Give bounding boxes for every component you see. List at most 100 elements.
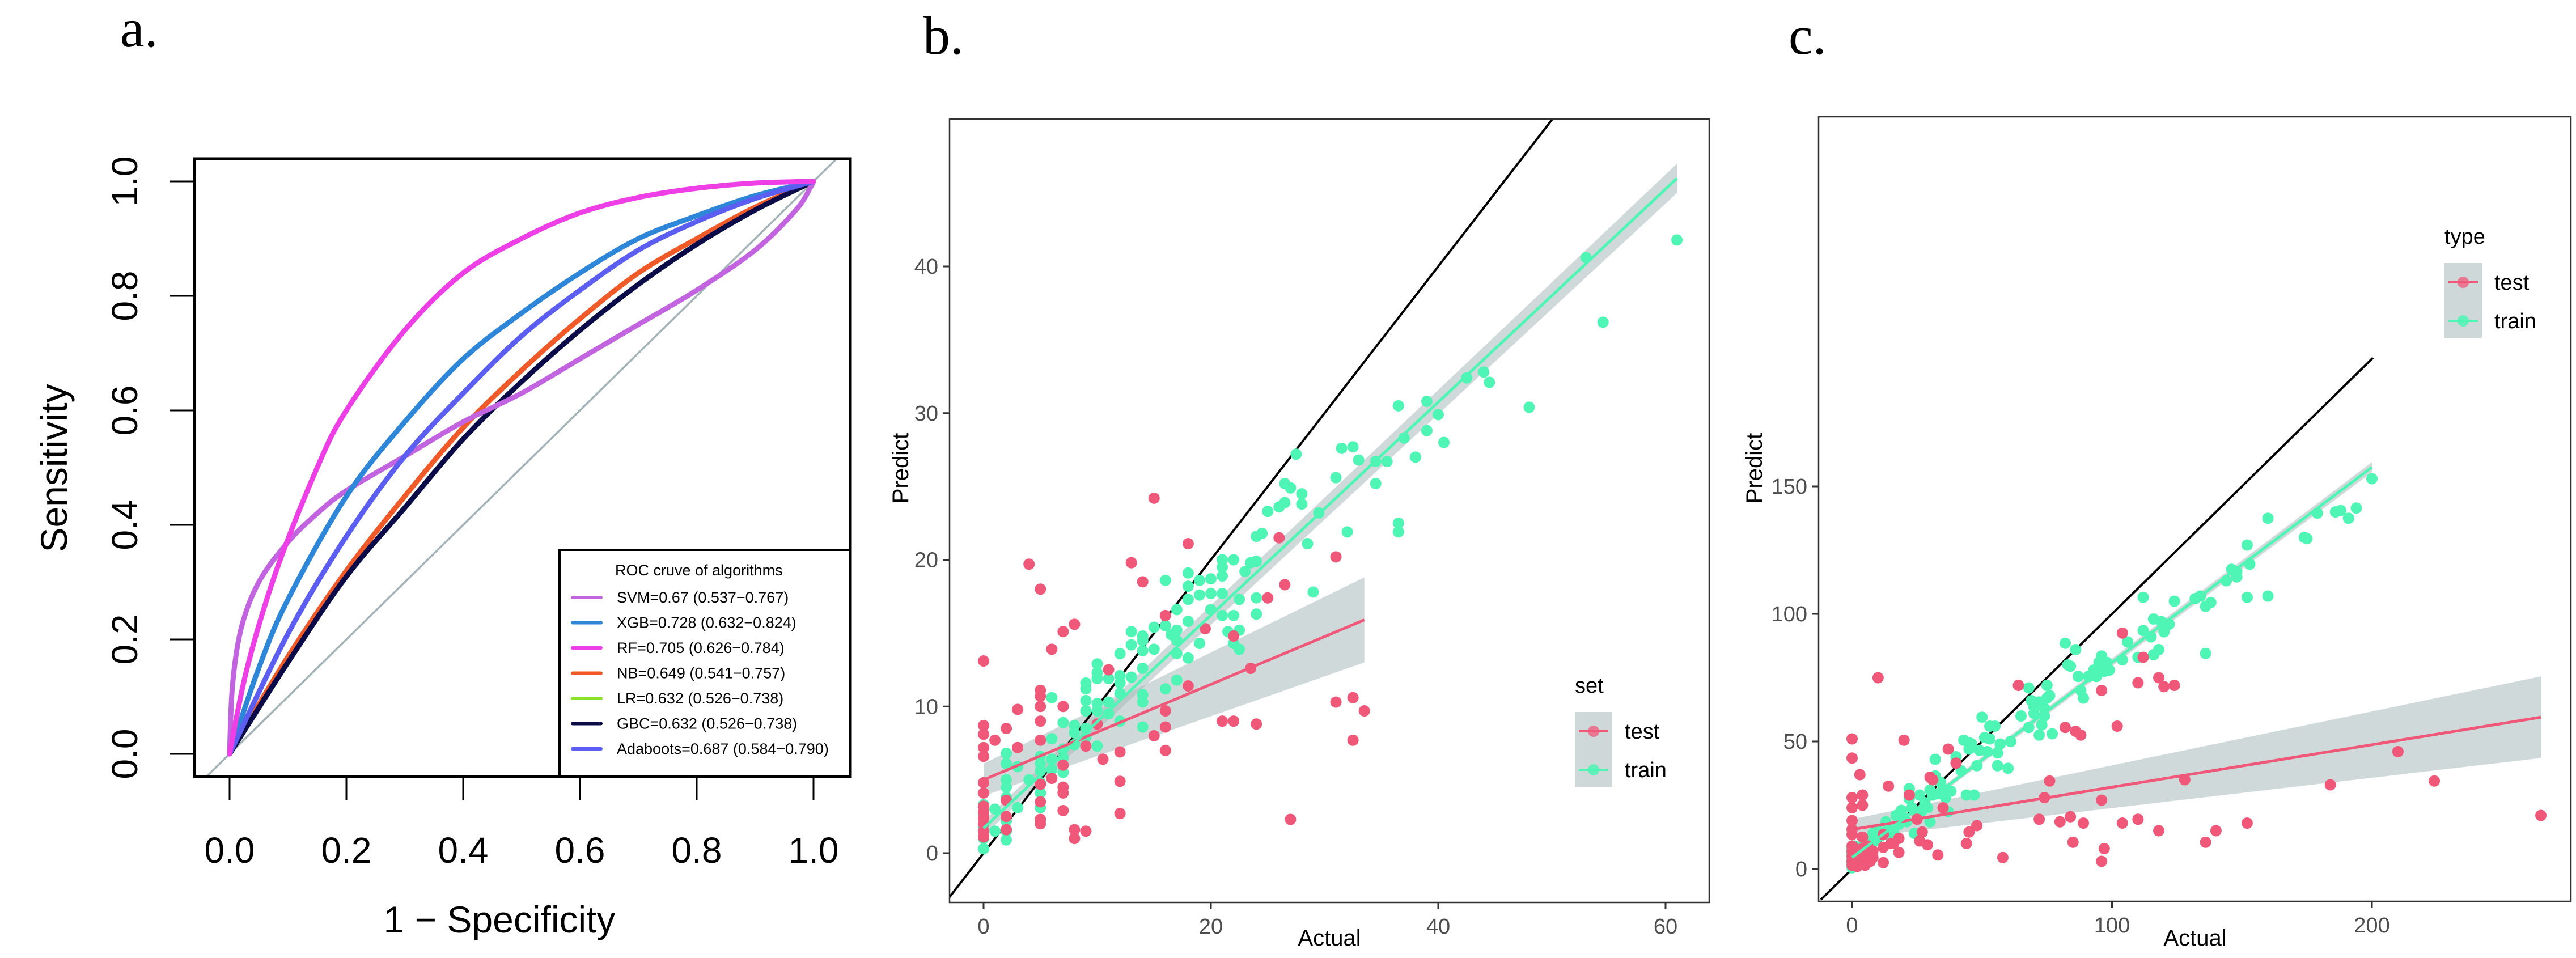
b-point-test xyxy=(1012,703,1024,715)
c-point-test xyxy=(2096,794,2108,806)
c-point-train xyxy=(2153,644,2165,655)
b-point-test xyxy=(1273,532,1285,544)
panel-label-a: a. xyxy=(120,0,158,58)
c-point-test xyxy=(2065,811,2077,823)
roc-y-tick-label: 0.0 xyxy=(104,729,145,779)
b-point-train xyxy=(1523,401,1535,413)
roc-y-axis-title: Sensitivity xyxy=(33,384,75,552)
c-point-train xyxy=(2241,591,2253,603)
b-point-train xyxy=(1103,673,1115,685)
b-legend-label-train: train xyxy=(1625,758,1667,782)
c-y-tick-label: 0 xyxy=(1795,858,1807,881)
c-point-test xyxy=(1846,733,1858,745)
b-point-train xyxy=(1597,316,1609,328)
roc-x-tick-label: 0.0 xyxy=(205,830,255,871)
b-point-test xyxy=(1097,753,1109,765)
c-point-test xyxy=(2111,720,2123,732)
b-point-train xyxy=(1159,620,1171,631)
c-point-train xyxy=(2015,710,2027,722)
b-point-train xyxy=(1159,683,1171,695)
c-ci-ribbon-test xyxy=(1852,676,2541,838)
b-point-train xyxy=(1409,451,1421,463)
b-point-train xyxy=(1171,604,1183,616)
b-point-train xyxy=(1114,677,1126,689)
b-point-train xyxy=(1421,396,1433,408)
c-point-test xyxy=(1883,780,1895,792)
b-point-test xyxy=(1046,643,1058,655)
b-point-train xyxy=(1001,774,1012,786)
b-y-tick-label: 40 xyxy=(914,255,938,279)
b-point-train xyxy=(1091,740,1103,752)
c-legend-title: type xyxy=(2444,225,2485,249)
c-point-train xyxy=(1984,733,1996,745)
c-point-test xyxy=(1854,769,1866,781)
c-point-train xyxy=(2023,722,2035,734)
b-point-test xyxy=(1057,626,1069,638)
b-point-test xyxy=(1035,796,1046,808)
c-point-test xyxy=(2116,627,2128,639)
roc-plot-frame xyxy=(193,157,852,778)
roc-y-tick-label: 0.8 xyxy=(104,271,145,321)
b-point-train xyxy=(1171,674,1183,686)
b-point-train xyxy=(989,803,1001,815)
b-point-train xyxy=(1046,692,1058,703)
b-point-train xyxy=(1392,526,1404,538)
b-point-test xyxy=(1035,715,1046,727)
b-point-train xyxy=(1137,634,1149,646)
c-point-train xyxy=(2262,590,2274,602)
b-point-test xyxy=(1057,701,1069,713)
b-point-train xyxy=(1381,456,1393,468)
c-point-test xyxy=(1971,820,1983,832)
b-point-test xyxy=(1069,833,1081,845)
c-legend-dot-test xyxy=(2458,277,2469,288)
c-point-test xyxy=(2132,813,2144,825)
b-point-train xyxy=(1125,671,1137,683)
c-point-test xyxy=(1950,757,1962,769)
b-point-train xyxy=(1671,234,1683,246)
c-point-test xyxy=(1893,846,1905,858)
b-point-train xyxy=(1228,554,1240,566)
c-point-train xyxy=(2168,595,2180,607)
c-point-train xyxy=(1945,785,1957,797)
c-point-train xyxy=(2072,671,2084,683)
c-point-test xyxy=(2429,775,2441,787)
b-point-test xyxy=(1217,715,1228,727)
c-point-train xyxy=(2200,647,2211,659)
c-point-test xyxy=(2098,843,2110,854)
c-x-tick-label: 0 xyxy=(1846,914,1858,938)
b-point-test xyxy=(1035,778,1046,790)
b-point-test xyxy=(1114,808,1126,820)
c-point-test xyxy=(2067,836,2079,848)
b-legend-key-bg xyxy=(1575,712,1612,787)
b-point-test xyxy=(1159,744,1171,756)
b-point-train xyxy=(1080,705,1092,717)
b-point-train xyxy=(1438,436,1450,448)
b-point-train xyxy=(1159,574,1171,586)
b-point-test xyxy=(1199,623,1211,635)
b-point-train xyxy=(1148,621,1160,633)
c-point-test xyxy=(1898,734,1910,746)
b-point-test xyxy=(1125,557,1137,569)
b-point-train xyxy=(1421,425,1433,436)
b-point-train xyxy=(1302,538,1314,550)
b-point-train xyxy=(1137,662,1149,674)
b-y-tick-label: 20 xyxy=(914,549,938,573)
b-point-train xyxy=(1193,574,1205,586)
b-point-train xyxy=(1001,834,1012,846)
c-x-tick-label: 200 xyxy=(2354,914,2389,938)
b-point-test xyxy=(1023,558,1035,570)
b-point-train xyxy=(1285,482,1297,494)
c-point-train xyxy=(2041,680,2053,691)
c-point-test xyxy=(2137,651,2149,663)
scatter-b-x-axis-title: Actual xyxy=(1298,926,1361,951)
roc-curve-rf xyxy=(227,179,816,757)
b-point-test xyxy=(1035,690,1046,702)
b-point-test xyxy=(1159,705,1171,717)
b-point-test xyxy=(978,751,989,762)
b-point-train xyxy=(1217,609,1228,621)
b-point-test xyxy=(978,741,989,753)
c-point-train xyxy=(2334,505,2346,516)
roc-x-tick-label: 0.2 xyxy=(321,830,372,871)
c-point-test xyxy=(1903,789,1915,801)
